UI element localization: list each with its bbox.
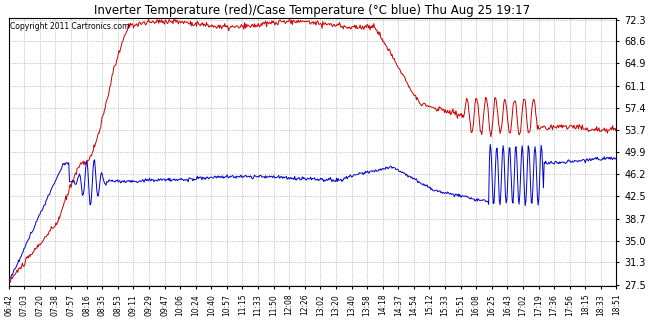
Title: Inverter Temperature (red)/Case Temperature (°C blue) Thu Aug 25 19:17: Inverter Temperature (red)/Case Temperat… (94, 4, 530, 17)
Text: Copyright 2011 Cartronics.com: Copyright 2011 Cartronics.com (10, 22, 129, 31)
